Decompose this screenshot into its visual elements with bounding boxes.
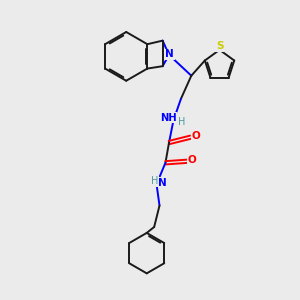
Text: O: O: [188, 155, 197, 165]
Text: H: H: [178, 117, 185, 127]
Text: S: S: [216, 41, 223, 51]
Text: O: O: [191, 131, 200, 141]
Text: H: H: [152, 176, 159, 186]
Text: N: N: [165, 49, 174, 59]
Text: N: N: [158, 178, 167, 188]
Text: NH: NH: [160, 113, 176, 123]
